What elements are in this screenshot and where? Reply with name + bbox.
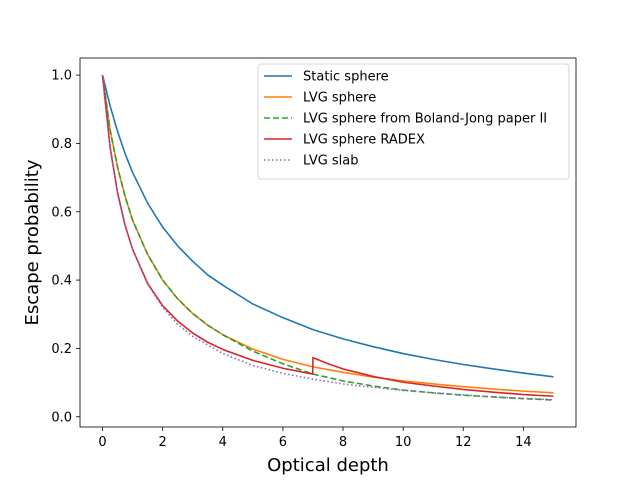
- y-tick-label: 0.2: [51, 342, 72, 357]
- series-line-5: [101, 75, 554, 401]
- x-tick-label: 2: [159, 435, 167, 450]
- legend-label: LVG sphere RADEX: [303, 133, 425, 148]
- y-axis-ticks: 0.0 0.2 0.4 0.6 0.8 1.0: [51, 69, 80, 425]
- x-tick-label: 8: [339, 435, 347, 450]
- legend-label: Static sphere: [303, 70, 389, 85]
- y-tick-label: 0.8: [51, 137, 72, 152]
- x-tick-label: 4: [219, 435, 227, 450]
- legend: Static sphere LVG sphere LVG sphere from B…: [257, 63, 570, 180]
- x-axis-ticks: 0 2 4 6 8 10 12 14: [98, 427, 532, 450]
- x-tick-label: 0: [98, 435, 106, 450]
- y-tick-label: 0.4: [51, 274, 72, 289]
- x-axis-label: Optical depth: [267, 455, 389, 476]
- axes-frame: [79, 57, 577, 428]
- legend-label: LVG slab: [303, 154, 359, 169]
- y-tick-label: 0.0: [51, 410, 72, 425]
- legend-label: LVG sphere from Boland-Jong paper II: [303, 112, 547, 127]
- series-line-3: [101, 74, 554, 401]
- series-layer: [101, 74, 554, 401]
- y-tick-label: 0.6: [51, 205, 72, 220]
- y-axis-label: Escape probability: [22, 159, 43, 325]
- y-tick-label: 1.0: [51, 69, 72, 84]
- x-tick-label: 10: [395, 435, 412, 450]
- x-tick-label: 14: [515, 435, 532, 450]
- legend-label: LVG sphere: [303, 91, 376, 106]
- x-tick-label: 12: [455, 435, 472, 450]
- series-line-1: [101, 74, 554, 378]
- x-tick-label: 6: [279, 435, 287, 450]
- legend-box: [257, 63, 570, 180]
